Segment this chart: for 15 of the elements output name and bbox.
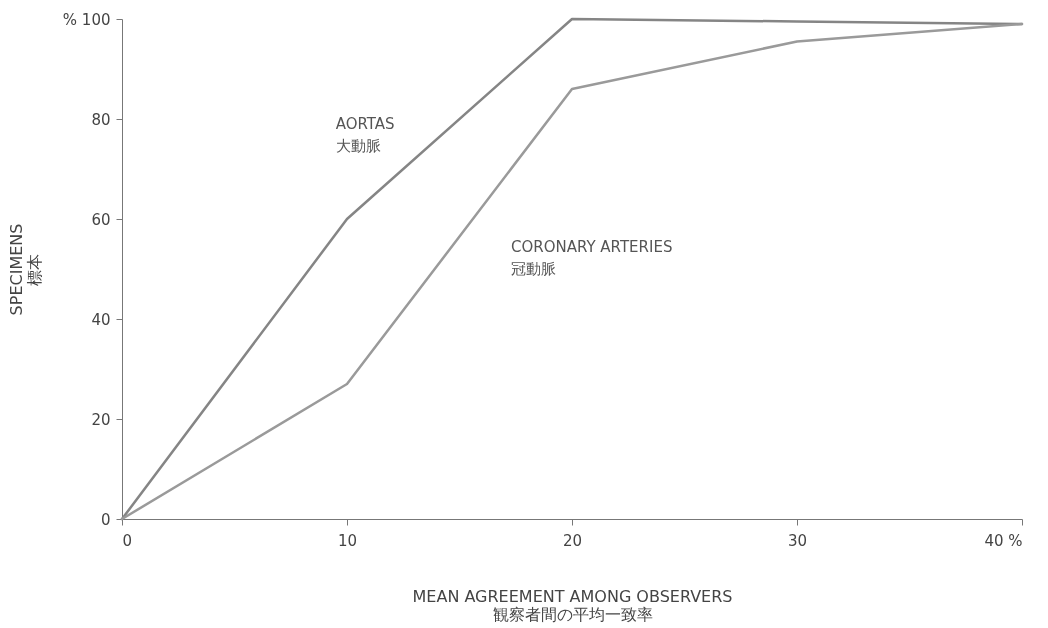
text: CORONARY ARTERIES 冠動脈 [510,237,673,278]
x-tick-label: 30 [787,531,808,550]
x-tick-label: 0 [122,531,133,550]
x-tick-label: 20 [562,531,583,550]
y-tick-label: 60 [91,210,111,229]
y-tick-label: % 100 [62,10,111,29]
series-label: AORTAS 大動脈 [335,115,395,155]
y-tick-label: 80 [91,110,111,129]
y-tick-label: 0 [100,510,111,529]
x-tick-label: 40 % [984,531,1023,550]
x-tick-label: 10 [337,531,358,550]
y-tick-label: 20 [91,410,111,429]
y-tick-label: 40 [91,310,111,329]
x-axis-title: MEAN AGREEMENT AMONG OBSERVERS 観察者間の平均一致率 [412,586,733,624]
y-axis-title: SPECIMENS 標本 [6,223,44,316]
